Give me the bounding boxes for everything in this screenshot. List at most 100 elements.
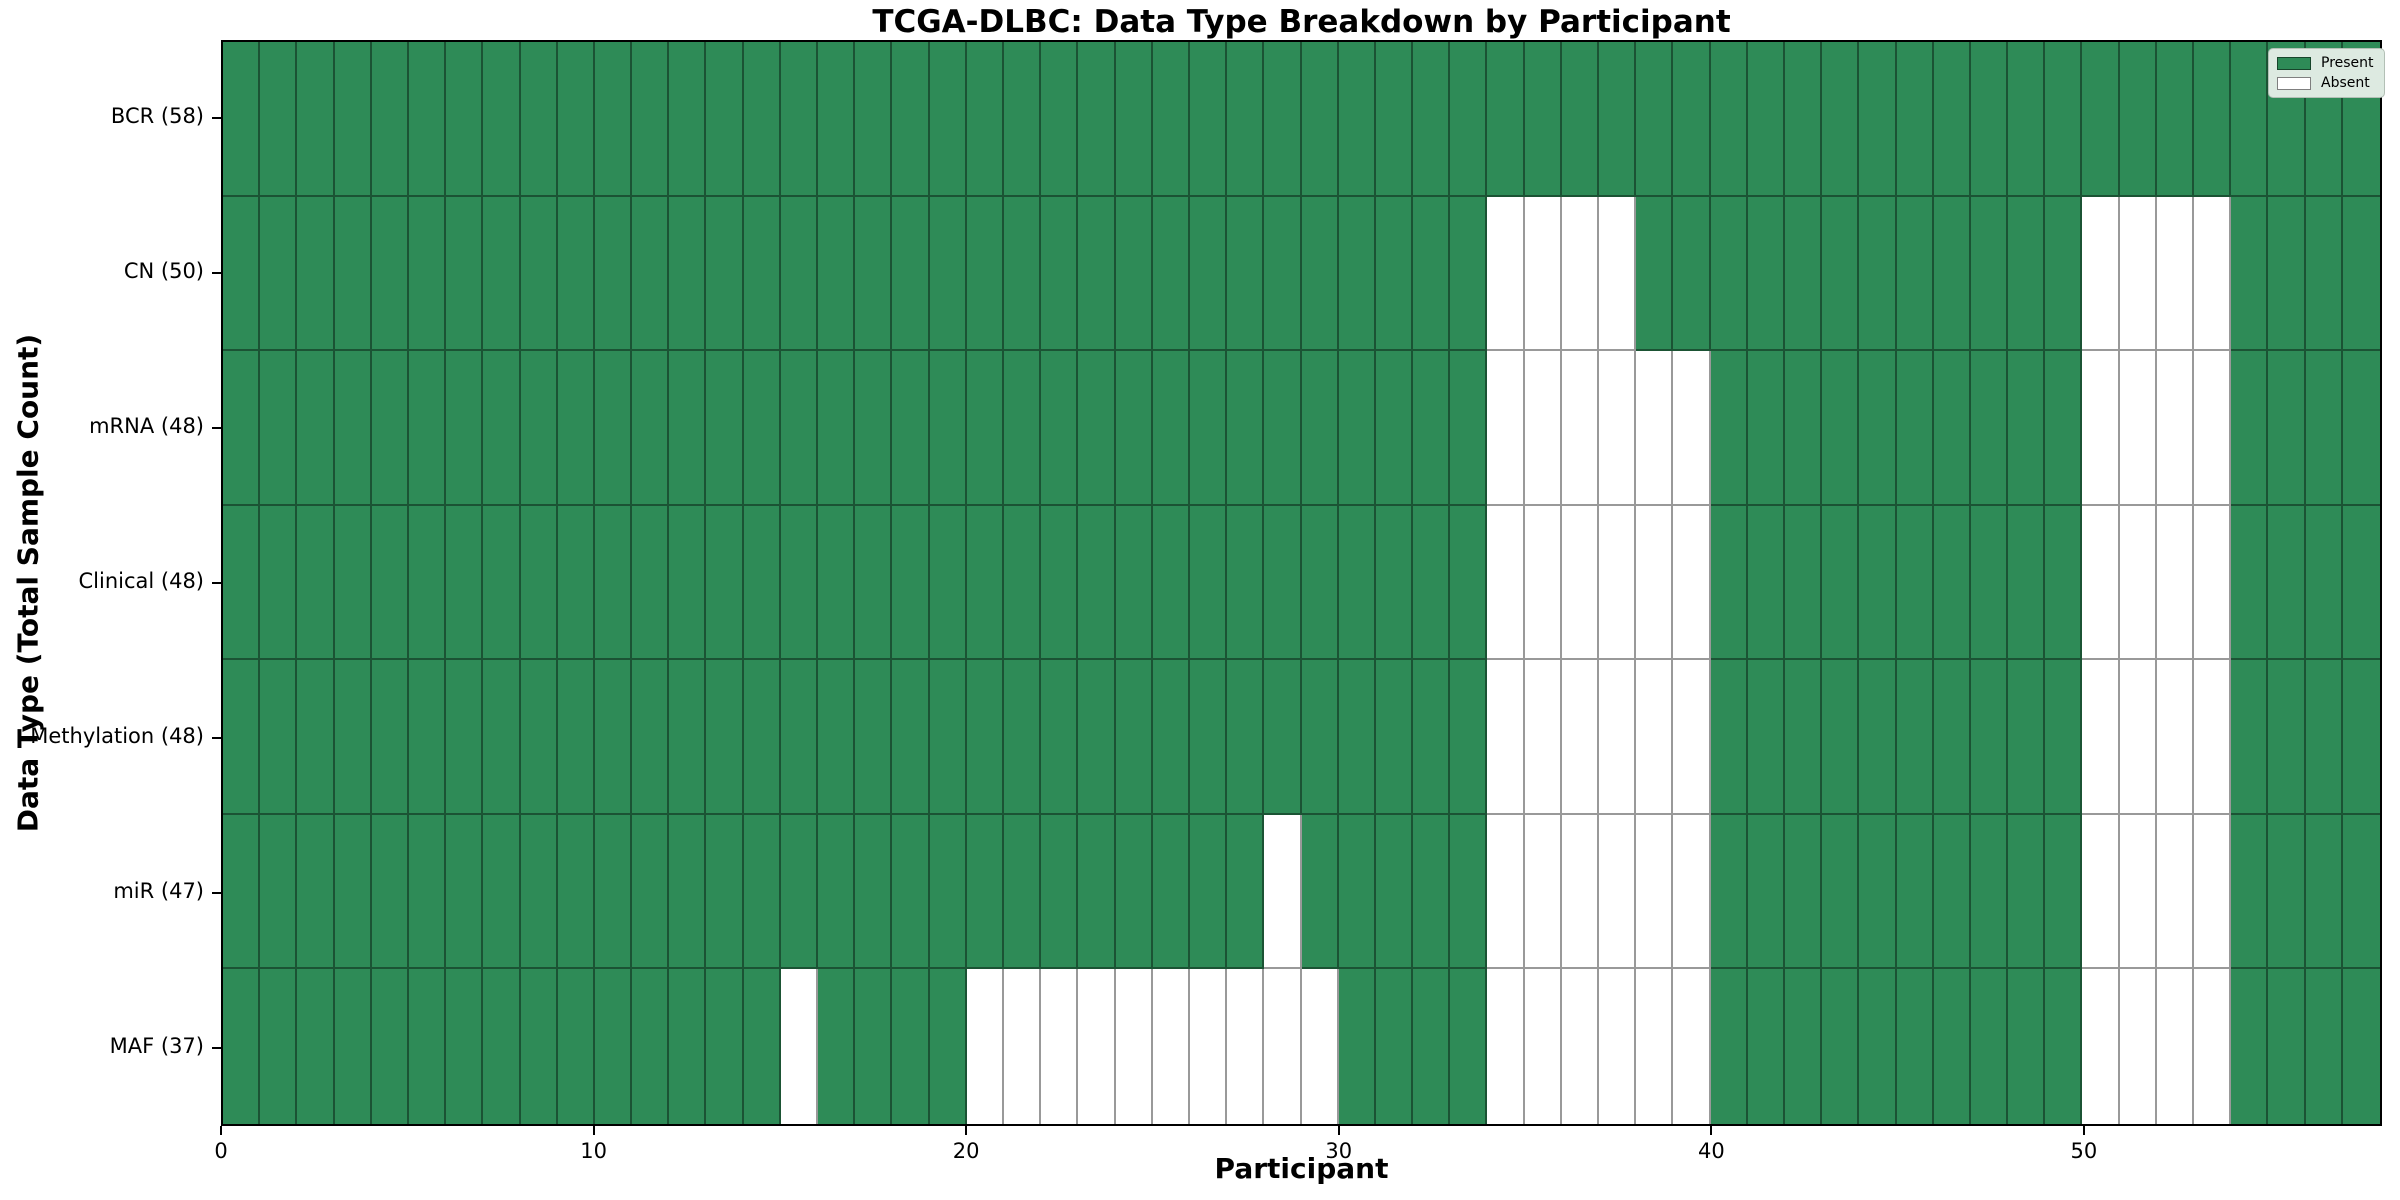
y-tick-mark-miR	[212, 892, 221, 895]
grid-cell-miR-31	[1375, 814, 1414, 970]
grid-cell-miR-17	[855, 814, 893, 970]
grid-cell-miR-27	[1227, 814, 1265, 970]
grid-cell-CN-39	[1673, 196, 1711, 352]
grid-cell-miR-30	[1338, 814, 1376, 970]
grid-cell-mRNA-17	[855, 351, 893, 506]
grid-cell-Clinical-16	[818, 505, 856, 661]
grid-cell-Methylation-23	[1078, 660, 1116, 815]
grid-cell-MAF-3	[334, 969, 372, 1124]
grid-cell-Clinical-7	[483, 505, 521, 661]
grid-cell-BCR-17	[855, 42, 893, 197]
grid-cell-Methylation-37	[1599, 660, 1637, 815]
grid-cell-MAF-56	[2305, 969, 2343, 1124]
grid-cell-MAF-38	[1636, 969, 1674, 1124]
grid-cell-CN-24	[1115, 196, 1153, 352]
legend-swatch-absent	[2277, 76, 2311, 90]
grid-cell-MAF-1	[260, 969, 298, 1124]
grid-cell-MAF-53	[2194, 969, 2232, 1124]
grid-cell-miR-35	[1524, 814, 1562, 970]
y-tick-mark-MAF	[212, 1047, 221, 1050]
grid-cell-BCR-37	[1599, 42, 1637, 197]
y-tick-label-BCR: BCR (58)	[110, 103, 204, 128]
legend-swatch-present	[2277, 56, 2311, 70]
legend-label-absent: Absent	[2321, 75, 2370, 91]
grid-cell-Clinical-52	[2156, 505, 2195, 661]
x-axis-label: Participant	[1214, 1152, 1389, 1185]
grid-cell-CN-19	[929, 196, 967, 352]
grid-cell-Clinical-40	[1710, 505, 1748, 661]
x-tick-label-40: 40	[1697, 1139, 1725, 1163]
grid-cell-mRNA-4	[371, 351, 409, 506]
grid-cell-Clinical-15	[780, 505, 819, 661]
grid-cell-Methylation-36	[1561, 660, 1600, 815]
grid-cell-CN-56	[2305, 196, 2343, 352]
grid-cell-Clinical-53	[2194, 505, 2232, 661]
grid-cell-BCR-45	[1896, 42, 1934, 197]
grid-cell-mRNA-14	[743, 351, 781, 506]
grid-cell-MAF-52	[2156, 969, 2195, 1124]
grid-cell-Clinical-18	[892, 505, 930, 661]
grid-cell-Clinical-23	[1078, 505, 1116, 661]
y-tick-label-CN: CN (50)	[123, 258, 204, 283]
grid-cell-BCR-8	[520, 42, 558, 197]
y-tick-label-Clinical: Clinical (48)	[78, 569, 204, 593]
grid-cell-MAF-31	[1375, 969, 1414, 1124]
grid-cell-mRNA-26	[1189, 351, 1228, 506]
grid-cell-mRNA-57	[2342, 351, 2380, 506]
grid-cell-BCR-52	[2156, 42, 2195, 197]
grid-cell-miR-43	[1822, 814, 1860, 970]
grid-cell-BCR-44	[1859, 42, 1897, 197]
grid-cell-CN-54	[2231, 196, 2269, 352]
grid-cell-mRNA-36	[1561, 351, 1600, 506]
y-tick-label-miR: miR (47)	[113, 879, 204, 904]
grid-cell-CN-10	[594, 196, 633, 352]
grid-cell-BCR-1	[260, 42, 298, 197]
grid-cell-mRNA-8	[520, 351, 558, 506]
grid-cell-CN-5	[408, 196, 447, 352]
grid-cell-MAF-55	[2268, 969, 2306, 1124]
grid-cell-miR-9	[557, 814, 595, 970]
grid-cell-CN-3	[334, 196, 372, 352]
grid-cell-MAF-20	[966, 969, 1004, 1124]
grid-cell-Methylation-18	[892, 660, 930, 815]
grid-cell-mRNA-51	[2119, 351, 2157, 506]
grid-cell-Methylation-4	[371, 660, 409, 815]
grid-cell-Clinical-36	[1561, 505, 1600, 661]
grid-cell-mRNA-49	[2045, 351, 2083, 506]
grid-cell-mRNA-45	[1896, 351, 1934, 506]
grid-cell-miR-41	[1747, 814, 1785, 970]
grid-cell-BCR-20	[966, 42, 1004, 197]
grid-cell-MAF-13	[706, 969, 744, 1124]
x-tick-mark-20	[965, 1126, 968, 1135]
grid-cell-Clinical-54	[2231, 505, 2269, 661]
grid-cell-MAF-33	[1450, 969, 1488, 1124]
grid-cell-Clinical-24	[1115, 505, 1153, 661]
grid-cell-Methylation-9	[557, 660, 595, 815]
grid-cell-miR-51	[2119, 814, 2157, 970]
grid-cell-Methylation-7	[483, 660, 521, 815]
grid-cell-Clinical-46	[1933, 505, 1971, 661]
grid-cell-miR-45	[1896, 814, 1934, 970]
grid-cell-Clinical-30	[1338, 505, 1376, 661]
grid-cell-Clinical-22	[1041, 505, 1079, 661]
grid-cell-mRNA-2	[297, 351, 335, 506]
grid-cell-Methylation-47	[1970, 660, 2009, 815]
grid-cell-mRNA-24	[1115, 351, 1153, 506]
legend-label-present: Present	[2321, 55, 2374, 71]
grid-cell-BCR-35	[1524, 42, 1562, 197]
grid-cell-miR-6	[446, 814, 484, 970]
y-tick-label-mRNA: mRNA (48)	[89, 413, 204, 438]
grid-cell-Clinical-6	[446, 505, 484, 661]
grid-cell-Methylation-30	[1338, 660, 1376, 815]
grid-cell-Methylation-50	[2082, 660, 2120, 815]
grid-cell-mRNA-28	[1264, 351, 1302, 506]
grid-cell-MAF-2	[297, 969, 335, 1124]
grid-cell-MAF-28	[1264, 969, 1302, 1124]
grid-cell-mRNA-46	[1933, 351, 1971, 506]
grid-cell-BCR-0	[223, 42, 261, 197]
grid-cell-Clinical-49	[2045, 505, 2083, 661]
grid-cell-mRNA-3	[334, 351, 372, 506]
grid-cell-MAF-23	[1078, 969, 1116, 1124]
grid-cell-mRNA-52	[2156, 351, 2195, 506]
grid-cell-BCR-10	[594, 42, 633, 197]
